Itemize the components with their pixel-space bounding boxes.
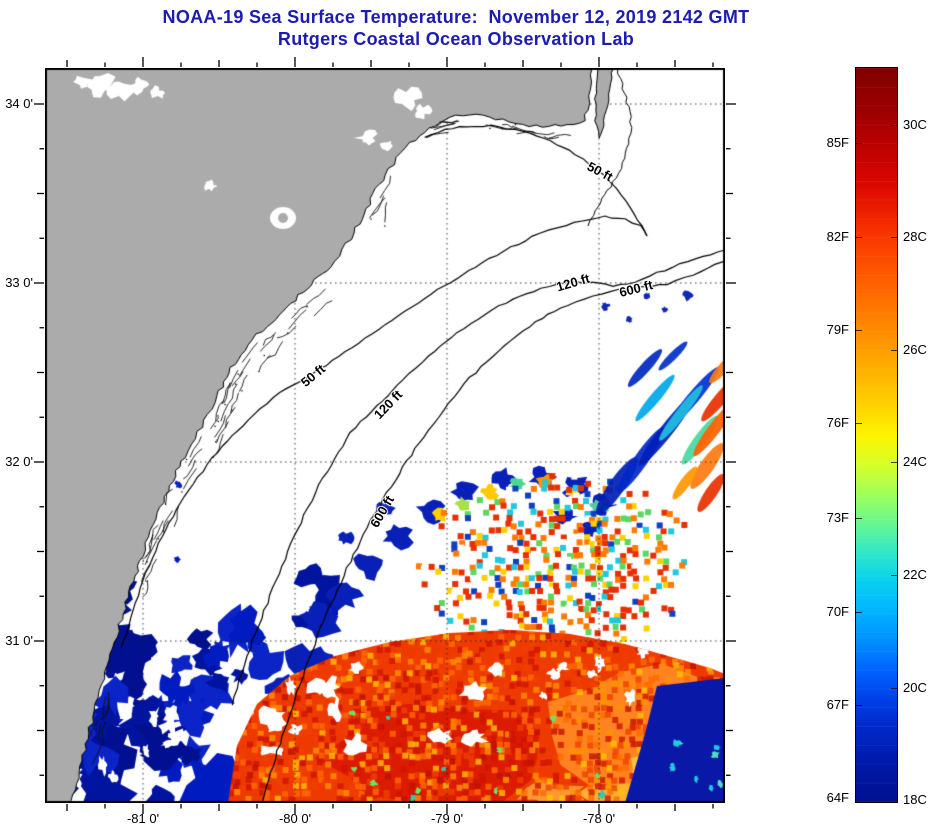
sst-map-canvas (45, 68, 725, 803)
colorbar-fahrenheit-label: 73F (826, 510, 849, 525)
colorbar-tick (891, 575, 897, 576)
y-axis-label: 32 0' (5, 454, 33, 469)
y-axis-label: 33 0' (5, 275, 33, 290)
colorbar-fahrenheit-label: 79F (826, 322, 849, 337)
colorbar-tick (891, 125, 897, 126)
colorbar-tick (891, 350, 897, 351)
figure-title-line2: Rutgers Coastal Ocean Observation Lab (277, 29, 635, 49)
colorbar-celsius-label: 24C (903, 454, 927, 469)
colorbar (855, 67, 898, 803)
colorbar-celsius-label: 26C (903, 342, 927, 357)
colorbar-fahrenheit-label: 67F (826, 697, 849, 712)
colorbar-fahrenheit-label: 64F (826, 790, 849, 805)
colorbar-fahrenheit-label: 85F (826, 135, 849, 150)
colorbar-celsius-label: 20C (903, 680, 927, 695)
y-axis-label: 31 0' (5, 633, 33, 648)
colorbar-celsius-label: 30C (903, 117, 927, 132)
y-axis-label: 34 0' (5, 96, 33, 111)
colorbar-fahrenheit-label: 70F (826, 604, 849, 619)
colorbar-tick (856, 612, 862, 613)
x-axis-label: -78 0' (582, 811, 616, 826)
colorbar-celsius-label: 28C (903, 229, 927, 244)
colorbar-tick (856, 237, 862, 238)
colorbar-fahrenheit-label: 76F (826, 415, 849, 430)
x-axis-label: -79 0' (430, 811, 464, 826)
colorbar-tick (856, 330, 862, 331)
colorbar-tick (891, 688, 897, 689)
x-axis-label: -81 0' (126, 811, 160, 826)
colorbar-tick (856, 143, 862, 144)
colorbar-celsius-label: 22C (903, 567, 927, 582)
x-axis-label: -80 0' (278, 811, 312, 826)
figure-title-line1: NOAA-19 Sea Surface Temperature: Novembe… (162, 7, 750, 27)
colorbar-tick (856, 423, 862, 424)
colorbar-tick (891, 237, 897, 238)
colorbar-tick (856, 518, 862, 519)
colorbar-fahrenheit-label: 82F (826, 229, 849, 244)
colorbar-celsius-label: 18C (903, 792, 927, 807)
colorbar-tick (856, 705, 862, 706)
colorbar-tick (891, 462, 897, 463)
